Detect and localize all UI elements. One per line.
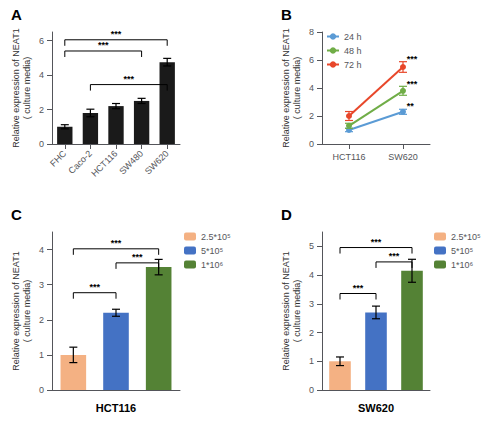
svg-text:***: *** [371,237,382,247]
svg-text:***: *** [111,238,122,248]
svg-text:SW620: SW620 [388,152,418,162]
svg-text:4: 4 [39,70,44,80]
svg-text:1: 1 [39,350,44,360]
svg-text:***: *** [407,79,418,89]
svg-text:D: D [281,206,292,223]
svg-text:2: 2 [309,328,314,338]
svg-text:***: *** [124,74,135,84]
svg-text:0: 0 [309,385,314,395]
svg-text:1*10⁶: 1*10⁶ [201,260,224,270]
svg-text:5: 5 [309,241,314,251]
svg-text:( culture media): ( culture media) [292,57,302,120]
svg-text:C: C [11,206,22,223]
svg-text:72 h: 72 h [344,60,362,70]
svg-text:B: B [281,6,292,23]
svg-text:4: 4 [39,245,44,255]
svg-text:Relative expression of NEAT1: Relative expression of NEAT1 [11,28,21,147]
svg-text:6: 6 [39,36,44,46]
svg-text:2: 2 [309,111,314,121]
svg-text:2.5*10⁵: 2.5*10⁵ [201,232,231,242]
svg-text:***: *** [89,282,100,292]
svg-text:Relative expression of NEAT1: Relative expression of NEAT1 [281,28,291,147]
svg-text:***: *** [111,29,122,39]
svg-text:3: 3 [309,299,314,309]
svg-text:***: *** [98,40,109,50]
svg-text:**: ** [407,101,415,111]
svg-text:***: *** [353,283,364,293]
svg-text:SW620: SW620 [143,148,171,176]
svg-text:( culture media): ( culture media) [22,280,32,343]
svg-text:0: 0 [39,139,44,149]
svg-text:0: 0 [309,139,314,149]
svg-text:Relative expression of NEAT1: Relative expression of NEAT1 [11,251,21,370]
svg-text:4: 4 [309,270,314,280]
svg-text:1*10⁶: 1*10⁶ [451,260,474,270]
svg-text:***: *** [389,251,400,261]
svg-text:SW480: SW480 [117,148,145,176]
svg-text:5*10⁵: 5*10⁵ [451,246,474,256]
svg-text:HCT116: HCT116 [333,152,366,162]
svg-text:2.5*10⁵: 2.5*10⁵ [451,232,481,242]
svg-text:Caco-2: Caco-2 [66,148,94,176]
svg-text:48 h: 48 h [344,46,362,56]
svg-text:6: 6 [309,55,314,65]
svg-text:0: 0 [39,385,44,395]
svg-text:3: 3 [39,280,44,290]
svg-text:HCT116: HCT116 [96,402,136,414]
svg-text:A: A [11,6,22,23]
svg-text:2: 2 [39,105,44,115]
svg-text:( culture media): ( culture media) [292,280,302,343]
svg-text:8: 8 [309,27,314,37]
svg-text:HCT116: HCT116 [89,148,119,178]
svg-text:***: *** [132,252,143,262]
svg-text:( culture media): ( culture media) [22,57,32,120]
svg-text:FHC: FHC [48,148,68,168]
svg-text:SW620: SW620 [358,402,394,414]
svg-text:5*10⁵: 5*10⁵ [201,246,224,256]
svg-text:2: 2 [39,315,44,325]
svg-text:24 h: 24 h [344,32,362,42]
svg-text:1: 1 [309,356,314,366]
svg-text:4: 4 [309,83,314,93]
svg-text:***: *** [407,54,418,64]
svg-text:Relative expression of NEAT1: Relative expression of NEAT1 [281,251,291,370]
